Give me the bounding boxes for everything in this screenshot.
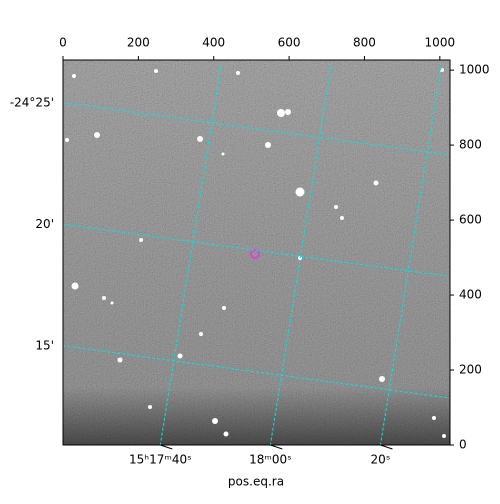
y-tick-label: 1000 [459,63,490,77]
dec-grid-line [63,223,450,278]
y-tick-label: 800 [459,138,482,152]
dec-grid-line [63,102,450,156]
ra-tick [270,444,283,450]
stars [65,68,446,438]
x-tick-label: 200 [127,36,150,50]
ra-tick-label: 20ˢ [371,453,391,467]
y-tick-label: 400 [459,288,482,302]
dec-tick-label: -24°25' [10,95,54,109]
ra-grid-line [269,60,333,445]
y-tick-label: 200 [459,363,482,377]
dec-tick-label: 20' [35,217,54,231]
x-tick-label: 1000 [425,36,456,50]
sky-image [63,60,450,445]
ra-tick [380,444,393,450]
ra-tick [160,444,173,450]
x-tick-label: 0 [59,36,67,50]
ra-grid-line [379,60,443,445]
x-tick-label: 800 [353,36,376,50]
y-tick-label: 600 [459,213,482,227]
grid [63,60,450,445]
target-marker [250,249,260,259]
y-tick-label: 0 [459,438,467,452]
frame [62,59,451,446]
dec-grid-line [63,345,450,399]
x-axis-label: pos.eq.ra [228,475,284,489]
ra-grid-line [159,60,223,445]
dec-tick-label: 15' [35,338,54,352]
ra-tick-label: 18ᵐ00ˢ [249,453,292,467]
x-tick-label: 400 [202,36,225,50]
x-tick-label: 600 [278,36,301,50]
ra-tick-label: 15ʰ17ᵐ40ˢ [129,453,192,467]
